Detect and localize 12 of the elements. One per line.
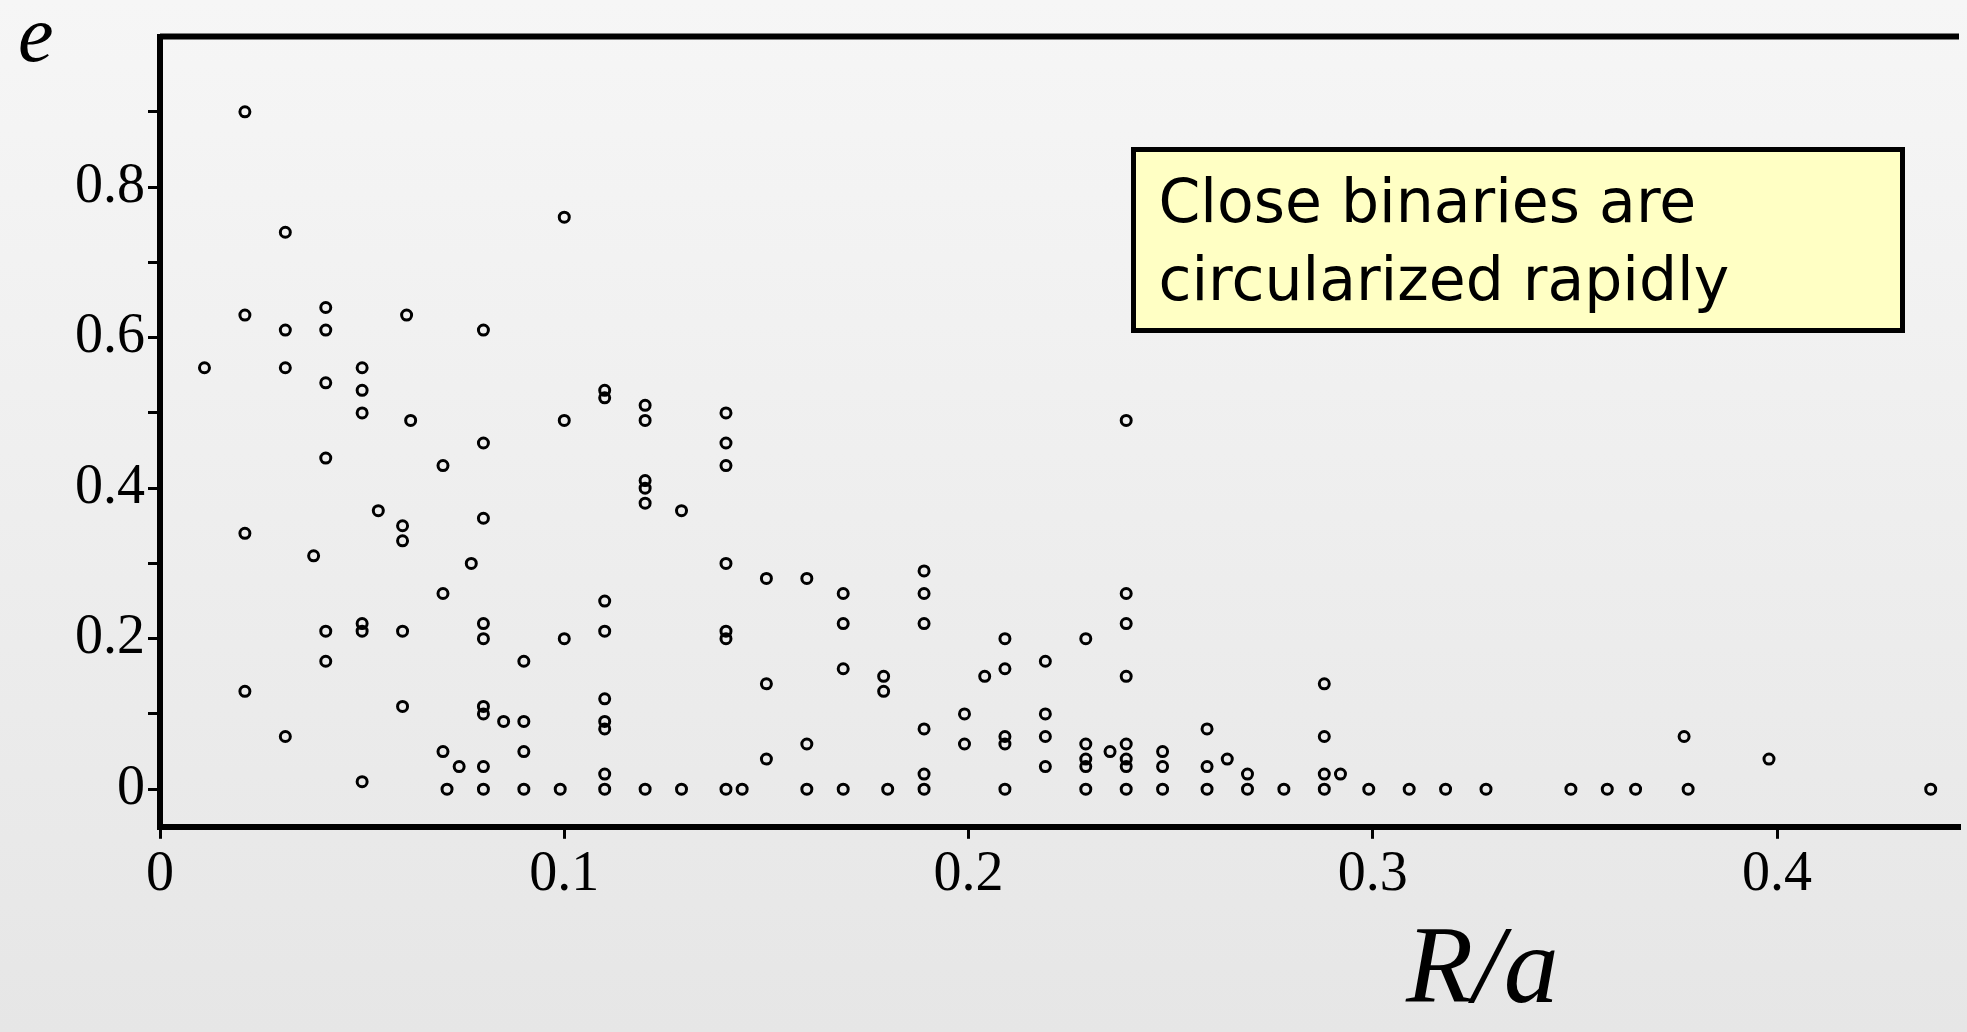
y-tick-label: 0.2	[75, 603, 145, 666]
y-tick-label: 0.6	[75, 302, 145, 365]
y-axis-title: e	[18, 0, 54, 79]
x-tick-label: 0.3	[1337, 840, 1408, 903]
x-tick-label: 0.4	[1742, 840, 1813, 903]
y-tick-label: 0	[117, 753, 145, 816]
x-tick-label: 0.2	[933, 840, 1004, 903]
x-axis-title: R/a	[1404, 903, 1559, 1026]
x-tick-label: 0.1	[529, 840, 600, 903]
y-tick-label: 0.4	[75, 452, 145, 515]
y-tick-label: 0.8	[75, 151, 145, 214]
callout-box: Close binaries are circularized rapidly	[1131, 146, 1906, 333]
